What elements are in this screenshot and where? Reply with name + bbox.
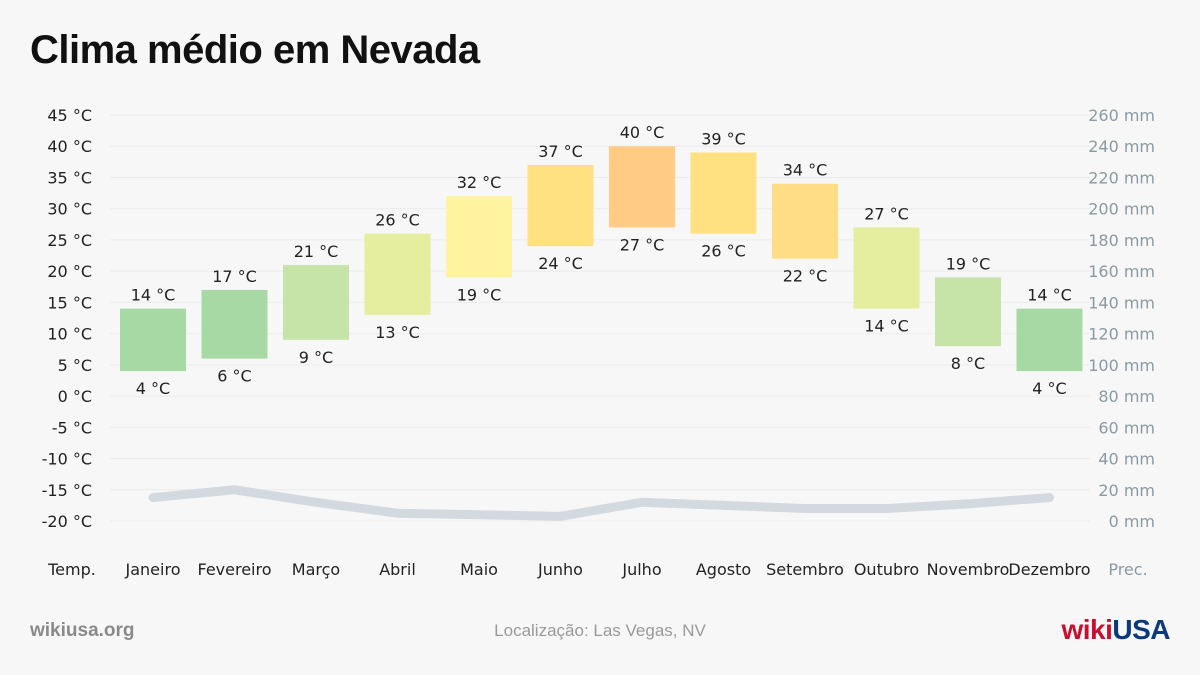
temperature-bar	[690, 152, 757, 234]
low-temp-label: 26 °C	[701, 242, 746, 261]
low-temp-label: 4 °C	[136, 379, 170, 398]
low-temp-label: 24 °C	[538, 254, 583, 273]
left-axis-tick-label: 5 °C	[58, 356, 92, 375]
right-axis-tick-label: 80 mm	[1098, 387, 1155, 406]
temperature-bar	[364, 233, 431, 315]
low-temp-label: 14 °C	[864, 317, 909, 336]
temperature-bar	[853, 227, 920, 309]
month-label: Maio	[460, 560, 498, 579]
temperature-bar	[772, 183, 838, 259]
temperature-bar	[446, 196, 512, 278]
high-temp-label: 17 °C	[212, 267, 257, 286]
right-axis-tick-label: 160 mm	[1088, 262, 1155, 281]
temperature-bar	[609, 146, 675, 228]
high-temp-label: 32 °C	[457, 173, 502, 192]
high-temp-label: 26 °C	[375, 211, 420, 230]
month-label: Novembro	[927, 560, 1010, 579]
left-axis-tick-label: 45 °C	[47, 106, 92, 125]
month-label: Fevereiro	[197, 560, 271, 579]
right-axis-tick-label: 100 mm	[1088, 356, 1155, 375]
logo-wiki-text: wiki	[1061, 614, 1113, 645]
location-label: Localização: Las Vegas, NV	[494, 621, 706, 640]
left-axis-tick-label: 35 °C	[47, 168, 92, 187]
right-axis-label: Prec.	[1108, 560, 1147, 579]
left-axis-tick-label: 40 °C	[47, 137, 92, 156]
right-axis-tick-label: 60 mm	[1098, 418, 1155, 437]
high-temp-label: 14 °C	[1027, 286, 1072, 305]
right-axis-tick-label: 0 mm	[1109, 512, 1155, 531]
left-axis-tick-label: 30 °C	[47, 200, 92, 219]
temperature-bar	[283, 264, 349, 340]
temperature-bar	[935, 277, 1001, 347]
high-temp-label: 39 °C	[701, 129, 746, 148]
precipitation-line	[148, 485, 1054, 521]
high-temp-label: 21 °C	[294, 242, 339, 261]
high-temp-label: 27 °C	[864, 204, 909, 223]
right-axis-tick-label: 220 mm	[1088, 168, 1155, 187]
temperature-bar	[527, 164, 594, 247]
right-axis-tick-label: 140 mm	[1088, 293, 1155, 312]
left-axis-tick-label: 15 °C	[47, 293, 92, 312]
low-temp-label: 9 °C	[299, 348, 333, 367]
month-label: Julho	[621, 560, 661, 579]
left-axis-tick-label: -10 °C	[42, 450, 92, 469]
low-temp-label: 4 °C	[1032, 379, 1066, 398]
high-temp-label: 37 °C	[538, 142, 583, 161]
temperature-bar	[1016, 308, 1083, 372]
right-axis-tick-label: 180 mm	[1088, 231, 1155, 250]
month-label: Março	[292, 560, 340, 579]
temperature-bar	[201, 289, 268, 359]
right-axis-tick-label: 120 mm	[1088, 325, 1155, 344]
left-axis-tick-label: 10 °C	[47, 325, 92, 344]
month-label: Setembro	[766, 560, 844, 579]
logo-usa-text: USA	[1112, 614, 1170, 645]
site-name[interactable]: wikiusa.org	[30, 620, 135, 641]
high-temp-label: 14 °C	[131, 286, 176, 305]
right-axis-tick-label: 200 mm	[1088, 200, 1155, 219]
low-temp-label: 8 °C	[951, 354, 985, 373]
low-temp-label: 27 °C	[620, 235, 665, 254]
left-axis-tick-label: 20 °C	[47, 262, 92, 281]
month-label: Abril	[379, 560, 416, 579]
temperature-bar	[120, 308, 186, 372]
wikiusa-logo[interactable]: wikiUSA	[1061, 614, 1170, 646]
left-axis-tick-label: 25 °C	[47, 231, 92, 250]
right-axis-tick-label: 240 mm	[1088, 137, 1155, 156]
high-temp-label: 40 °C	[620, 123, 665, 142]
right-axis-tick-label: 260 mm	[1088, 106, 1155, 125]
low-temp-label: 6 °C	[217, 367, 251, 386]
left-axis-tick-label: 0 °C	[58, 387, 92, 406]
left-axis-label: Temp.	[47, 560, 96, 579]
left-axis-tick-label: -15 °C	[42, 481, 92, 500]
month-label: Junho	[537, 560, 583, 579]
low-temp-label: 22 °C	[783, 267, 828, 286]
low-temp-label: 19 °C	[457, 285, 502, 304]
month-label: Janeiro	[125, 560, 181, 579]
month-label: Agosto	[696, 560, 751, 579]
month-label: Outubro	[854, 560, 919, 579]
left-axis-tick-label: -20 °C	[42, 512, 92, 531]
chart-title: Clima médio em Nevada	[30, 28, 480, 72]
high-temp-label: 34 °C	[783, 161, 828, 180]
low-temp-label: 13 °C	[375, 323, 420, 342]
right-axis-tick-label: 40 mm	[1098, 450, 1155, 469]
month-label: Dezembro	[1008, 560, 1090, 579]
right-axis-tick-label: 20 mm	[1098, 481, 1155, 500]
left-axis-tick-label: -5 °C	[52, 418, 92, 437]
high-temp-label: 19 °C	[946, 254, 991, 273]
